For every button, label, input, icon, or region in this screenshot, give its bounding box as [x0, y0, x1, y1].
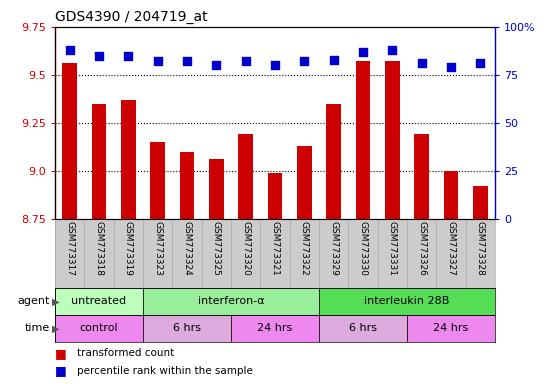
Text: GSM773320: GSM773320 [241, 221, 250, 276]
Point [153, 58, 162, 65]
Bar [231, 219, 260, 288]
Bar [143, 288, 319, 315]
Point [476, 60, 485, 66]
Bar [436, 219, 466, 288]
Text: GSM773317: GSM773317 [65, 221, 74, 276]
Text: ▶: ▶ [52, 296, 60, 306]
Point [95, 53, 103, 59]
Text: agent: agent [17, 296, 50, 306]
Bar [407, 315, 495, 342]
Text: GDS4390 / 204719_at: GDS4390 / 204719_at [55, 10, 208, 25]
Bar [290, 219, 319, 288]
Text: ■: ■ [55, 364, 67, 377]
Text: GSM773318: GSM773318 [95, 221, 103, 276]
Bar [55, 315, 143, 342]
Bar [172, 219, 202, 288]
Point [300, 58, 309, 65]
Text: GSM773329: GSM773329 [329, 221, 338, 276]
Point [65, 47, 74, 53]
Bar [55, 219, 84, 288]
Text: GSM773322: GSM773322 [300, 221, 309, 276]
Bar [407, 219, 436, 288]
Text: interferon-α: interferon-α [197, 296, 265, 306]
Text: ▶: ▶ [52, 323, 60, 333]
Bar [143, 315, 231, 342]
Bar [84, 219, 114, 288]
Text: 24 hrs: 24 hrs [257, 323, 293, 333]
Text: 24 hrs: 24 hrs [433, 323, 469, 333]
Text: GSM773325: GSM773325 [212, 221, 221, 276]
Bar [121, 100, 136, 219]
Text: GSM773324: GSM773324 [183, 221, 191, 276]
Text: untreated: untreated [72, 296, 126, 306]
Bar [473, 186, 488, 219]
Text: GSM773321: GSM773321 [271, 221, 279, 276]
Bar [62, 63, 77, 219]
Bar [150, 142, 165, 219]
Point [359, 49, 367, 55]
Bar [209, 159, 224, 219]
Bar [55, 288, 143, 315]
Text: GSM773331: GSM773331 [388, 221, 397, 276]
Bar [260, 219, 290, 288]
Point [417, 60, 426, 66]
Point [329, 56, 338, 63]
Text: GSM773328: GSM773328 [476, 221, 485, 276]
Text: GSM773319: GSM773319 [124, 221, 133, 276]
Text: GSM773330: GSM773330 [359, 221, 367, 276]
Text: 6 hrs: 6 hrs [349, 323, 377, 333]
Text: GSM773326: GSM773326 [417, 221, 426, 276]
Bar [385, 61, 400, 219]
Point [124, 53, 133, 59]
Bar [92, 104, 106, 219]
Bar [356, 61, 370, 219]
Text: time: time [24, 323, 50, 333]
Bar [466, 219, 495, 288]
Bar [268, 173, 282, 219]
Bar [143, 219, 172, 288]
Bar [231, 315, 319, 342]
Text: interleukin 28B: interleukin 28B [364, 296, 450, 306]
Text: ■: ■ [55, 347, 67, 360]
Bar [202, 219, 231, 288]
Point [447, 64, 455, 70]
Point [241, 58, 250, 65]
Point [212, 62, 221, 68]
Text: transformed count: transformed count [77, 348, 174, 358]
Bar [238, 134, 253, 219]
Bar [114, 219, 143, 288]
Bar [444, 171, 458, 219]
Text: control: control [80, 323, 118, 333]
Bar [180, 152, 194, 219]
Bar [319, 288, 495, 315]
Text: GSM773327: GSM773327 [447, 221, 455, 276]
Text: GSM773323: GSM773323 [153, 221, 162, 276]
Bar [378, 219, 407, 288]
Bar [348, 219, 378, 288]
Bar [319, 219, 348, 288]
Bar [319, 315, 407, 342]
Bar [297, 146, 312, 219]
Bar [414, 134, 429, 219]
Text: percentile rank within the sample: percentile rank within the sample [77, 366, 253, 376]
Point [388, 47, 397, 53]
Text: 6 hrs: 6 hrs [173, 323, 201, 333]
Point [183, 58, 191, 65]
Bar [326, 104, 341, 219]
Point [271, 62, 279, 68]
